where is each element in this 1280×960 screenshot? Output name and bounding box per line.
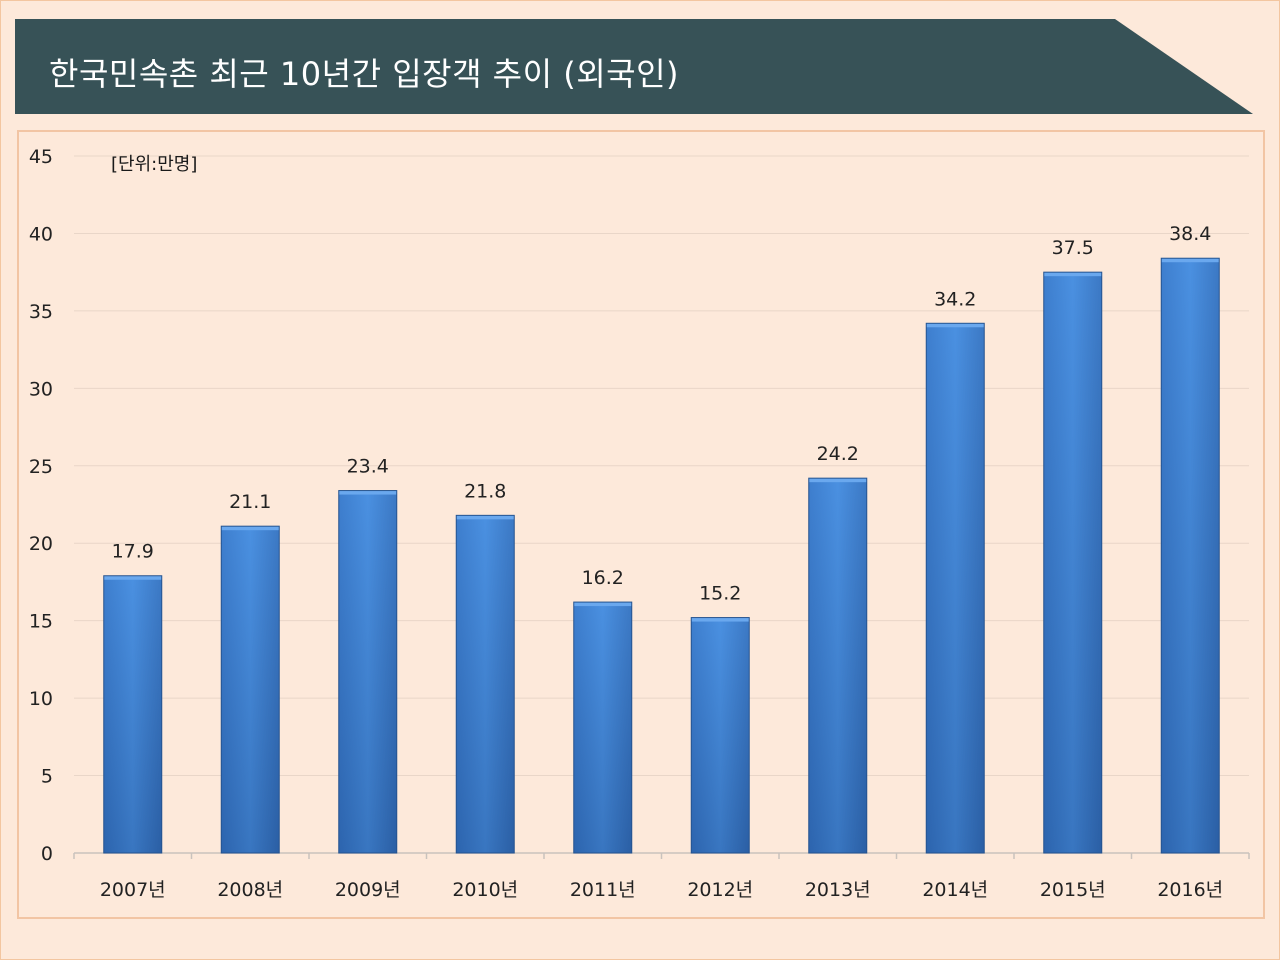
- x-axis: [73, 852, 1250, 859]
- x-tick-label: 2012년: [687, 879, 753, 901]
- bar-top-cap: [456, 515, 515, 520]
- y-tick-label: 20: [29, 533, 53, 555]
- chart-frame: 0 5 10 15 20 25 30 35 40 45 17.9 21.1 23.4 21.8 16.2 1…: [17, 130, 1265, 919]
- bar-top-cap: [1161, 258, 1220, 263]
- y-tick-label: 15: [29, 611, 53, 633]
- bar-top-cap: [338, 490, 397, 495]
- x-tick-label: 2009년: [335, 879, 401, 901]
- data-label: 15.2: [699, 583, 741, 605]
- bar-shade: [1043, 272, 1102, 853]
- x-tick-label: 2016년: [1157, 879, 1223, 901]
- x-axis-ticks: 2007년 2008년 2009년 2010년 2011년 2012년 2013년 2014년…: [100, 879, 1223, 901]
- x-tick-label: 2013년: [805, 879, 871, 901]
- bar-top-cap: [573, 602, 632, 607]
- data-label: 23.4: [347, 456, 389, 478]
- bar: [338, 490, 398, 854]
- bar-shade: [573, 602, 632, 853]
- bar: [925, 322, 985, 854]
- y-tick-label: 5: [41, 766, 53, 788]
- bar: [808, 477, 868, 854]
- bar-shade: [456, 515, 515, 853]
- bar: [220, 525, 280, 854]
- x-tick-label: 2007년: [100, 879, 166, 901]
- data-label: 37.5: [1052, 237, 1094, 259]
- bar-top-cap: [808, 478, 867, 483]
- y-tick-label: 30: [29, 378, 53, 400]
- bar-shade: [808, 478, 867, 853]
- bar: [455, 514, 515, 854]
- data-label: 24.2: [817, 443, 859, 465]
- bar-outline: [808, 477, 868, 854]
- bar-shade: [103, 575, 162, 853]
- title-banner-shape: [15, 19, 1253, 114]
- data-label: 38.4: [1169, 223, 1211, 245]
- data-label: 16.2: [582, 567, 624, 589]
- unit-label: [단위:만명]: [111, 154, 198, 175]
- bar: [1043, 271, 1103, 854]
- x-tick-label: 2008년: [217, 879, 283, 901]
- x-tick-label: 2010년: [452, 879, 518, 901]
- data-label: 17.9: [112, 541, 154, 563]
- x-tick-label: 2015년: [1040, 879, 1106, 901]
- bar: [573, 601, 633, 854]
- bar-top-cap: [926, 323, 985, 328]
- bar-top-cap: [221, 526, 280, 531]
- bar-outline: [220, 525, 280, 854]
- bar-shade: [221, 526, 280, 853]
- y-tick-label: 40: [29, 223, 53, 245]
- x-tick-label: 2014년: [922, 879, 988, 901]
- bar-outline: [103, 575, 163, 854]
- bars: [103, 257, 1220, 854]
- data-label: 34.2: [934, 288, 976, 310]
- data-label: 21.1: [229, 491, 271, 513]
- bar-shade: [926, 323, 985, 853]
- bar-outline: [1160, 257, 1220, 854]
- bar-shade: [691, 617, 750, 853]
- y-axis-ticks: 0 5 10 15 20 25 30 35 40 45: [29, 146, 53, 865]
- y-tick-label: 45: [29, 146, 53, 168]
- bar-top-cap: [691, 617, 750, 622]
- bar-outline: [925, 322, 985, 854]
- data-labels: 17.9 21.1 23.4 21.8 16.2 15.2 24.2 34.2 37.5 38.4: [112, 223, 1212, 604]
- bar-top-cap: [103, 575, 162, 580]
- x-tick-label: 2011년: [570, 879, 636, 901]
- bar-top-cap: [1043, 272, 1102, 277]
- bar-outline: [690, 617, 750, 854]
- bar-outline: [573, 601, 633, 854]
- bar: [690, 617, 750, 854]
- bar-outline: [455, 514, 515, 854]
- title-banner: 한국민속촌 최근 10년간 입장객 추이 (외국인): [15, 19, 1253, 114]
- bar: [103, 575, 163, 854]
- bar-shade: [338, 490, 397, 853]
- bar-outline: [1043, 271, 1103, 854]
- bar: [1160, 257, 1220, 854]
- y-tick-label: 10: [29, 688, 53, 710]
- bar-shade: [1161, 258, 1220, 853]
- y-tick-label: 0: [41, 843, 53, 865]
- y-tick-label: 35: [29, 301, 53, 323]
- chart-title: 한국민속촌 최근 10년간 입장객 추이 (외국인): [49, 55, 680, 93]
- data-label: 21.8: [464, 480, 506, 502]
- y-tick-label: 25: [29, 456, 53, 478]
- bar-outline: [338, 490, 398, 854]
